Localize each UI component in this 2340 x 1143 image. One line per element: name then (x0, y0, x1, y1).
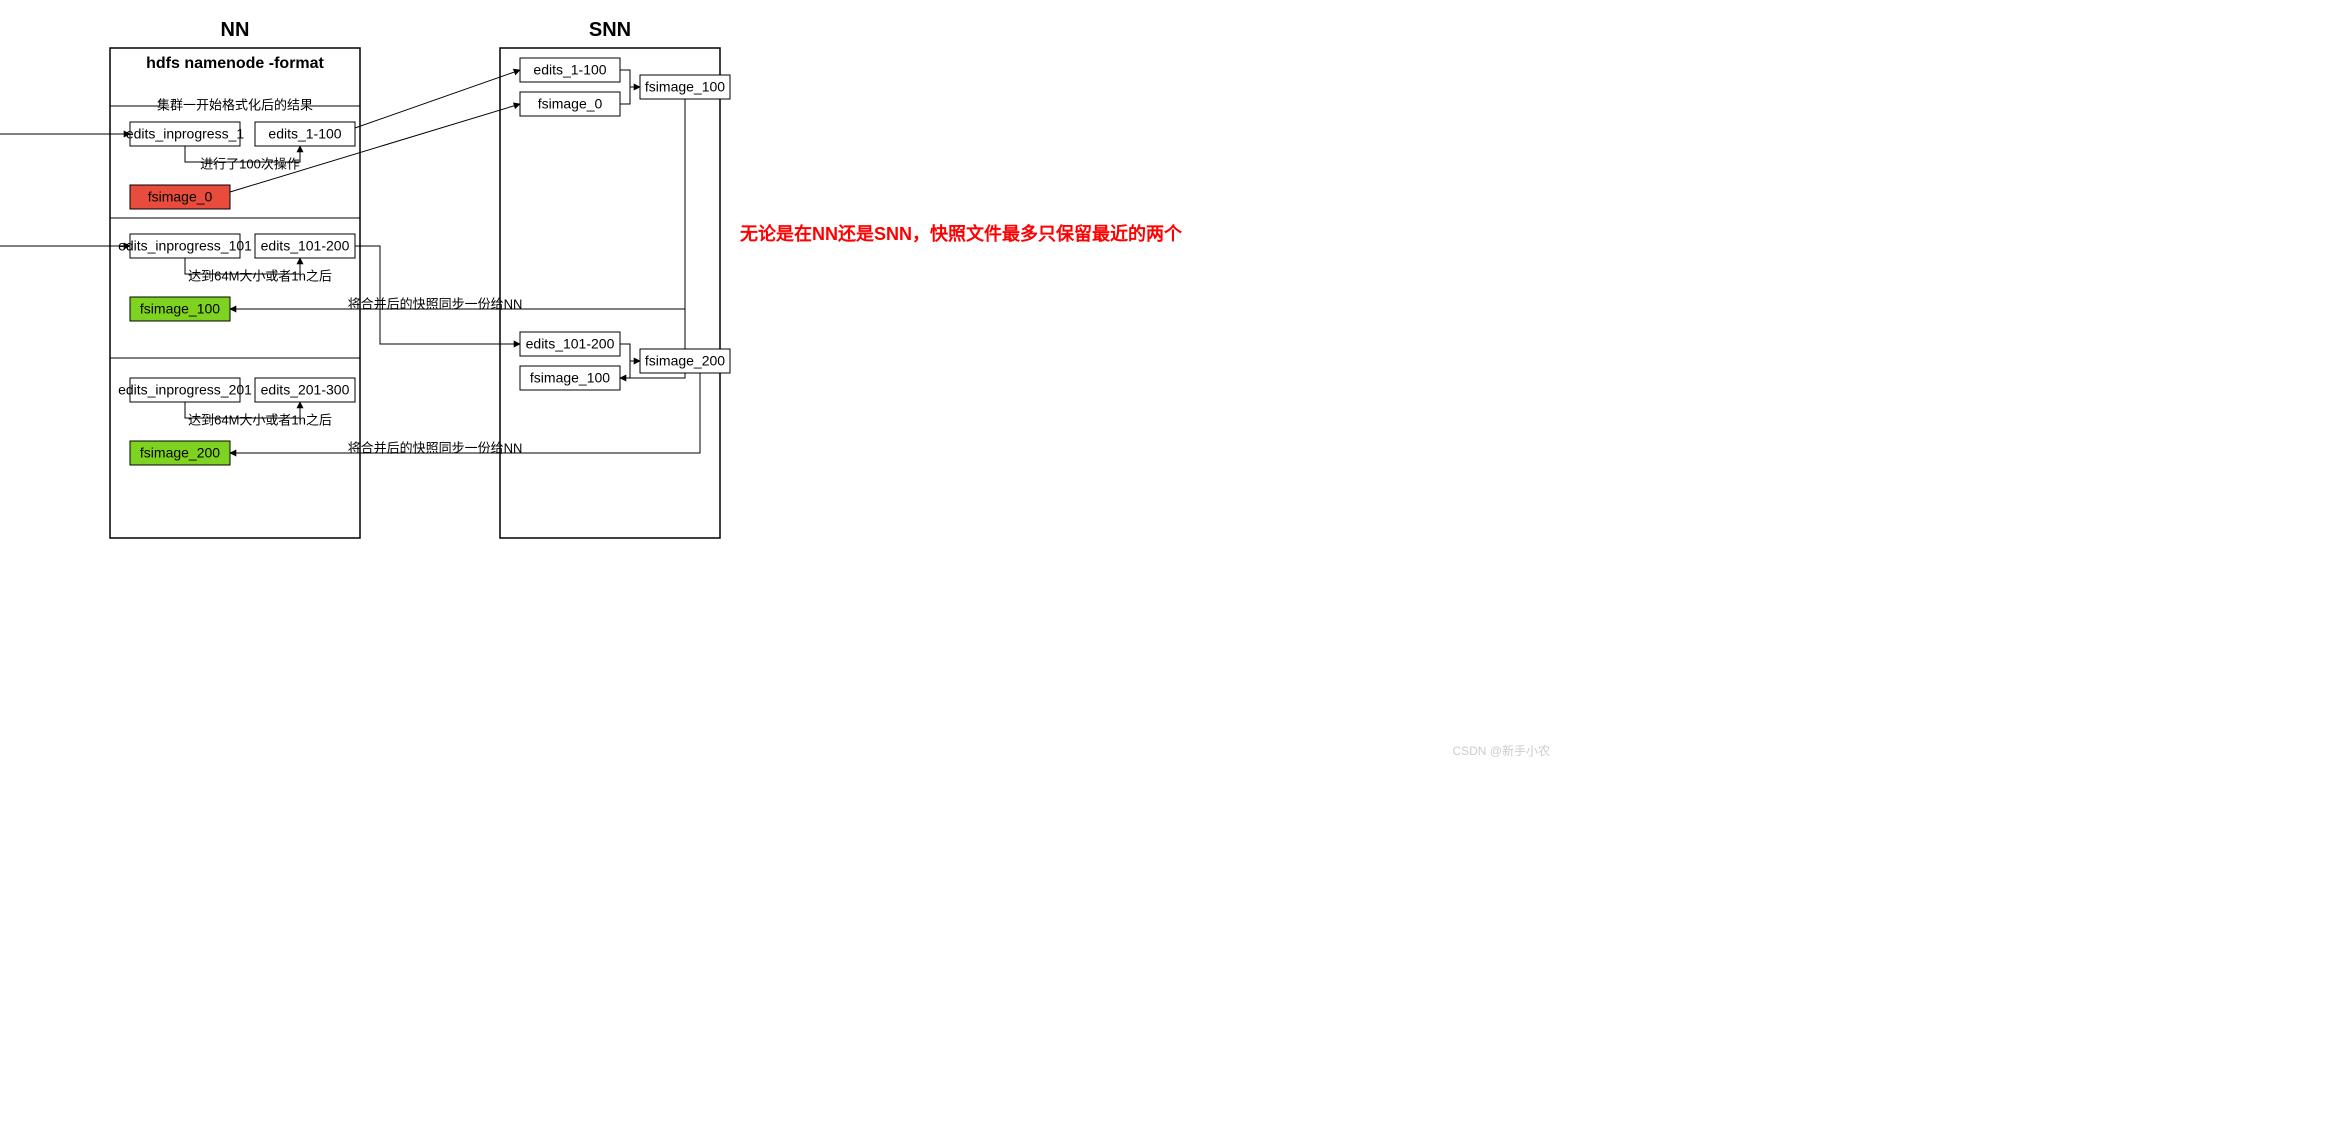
nn-title: NN (221, 19, 250, 41)
edge-edits101-to-snn (355, 246, 520, 344)
snn-container (500, 48, 720, 538)
label-sync_2: 将合并后的快照同步一份给NN (348, 440, 523, 455)
edge-snn-f0-merge (620, 87, 640, 104)
edge-fsimage0-to-snn (230, 104, 520, 192)
node-fsimage_200-label: fsimage_200 (140, 445, 220, 461)
node-edits_101_200-label: edits_101-200 (261, 238, 350, 254)
node-snn_fsimage_100b-label: fsimage_100 (530, 370, 610, 386)
node-snn_edits_1_100-label: edits_1-100 (533, 62, 606, 78)
node-fsimage_0-label: fsimage_0 (148, 189, 213, 205)
node-edits_ip_101-label: edits_inprogress_101 (118, 238, 252, 254)
edge-snn-e101-merge (620, 344, 640, 361)
node-snn_fsimage_0-label: fsimage_0 (538, 96, 603, 112)
label-sync_1: 将合并后的快照同步一份给NN (348, 296, 523, 311)
label-cond_64m_1: 达到64M大小或者1h之后 (188, 268, 332, 283)
node-edits_201_300-label: edits_201-300 (261, 382, 350, 398)
edge-edits1-to-snn (355, 70, 520, 128)
note-text: 无论是在NN还是SNN，快照文件最多只保留最近的两个 (740, 223, 1183, 244)
hdfs-format-title: hdfs namenode -format (146, 55, 324, 72)
edge-snn-e1-merge (620, 70, 640, 87)
label-op_100: 进行了100次操作 (200, 156, 300, 171)
label-cond_64m_2: 达到64M大小或者1h之后 (188, 412, 332, 427)
label-after_format: 集群一开始格式化后的结果 (157, 97, 313, 112)
node-edits_ip_1-label: edits_inprogress_1 (126, 126, 245, 142)
edge-fsimage100r-to-snnb (620, 99, 685, 378)
watermark: CSDN @新手小农 (1452, 743, 1550, 758)
edge-snn-f100-merge (620, 361, 640, 378)
node-snn_fsimage_100r-label: fsimage_100 (645, 79, 725, 95)
node-snn_edits_101_200-label: edits_101-200 (526, 336, 615, 352)
node-edits_1_100-label: edits_1-100 (268, 126, 341, 142)
node-fsimage_100-label: fsimage_100 (140, 301, 220, 317)
node-snn_fsimage_200r-label: fsimage_200 (645, 353, 725, 369)
node-edits_ip_201-label: edits_inprogress_201 (118, 382, 252, 398)
snn-title: SNN (589, 19, 631, 41)
